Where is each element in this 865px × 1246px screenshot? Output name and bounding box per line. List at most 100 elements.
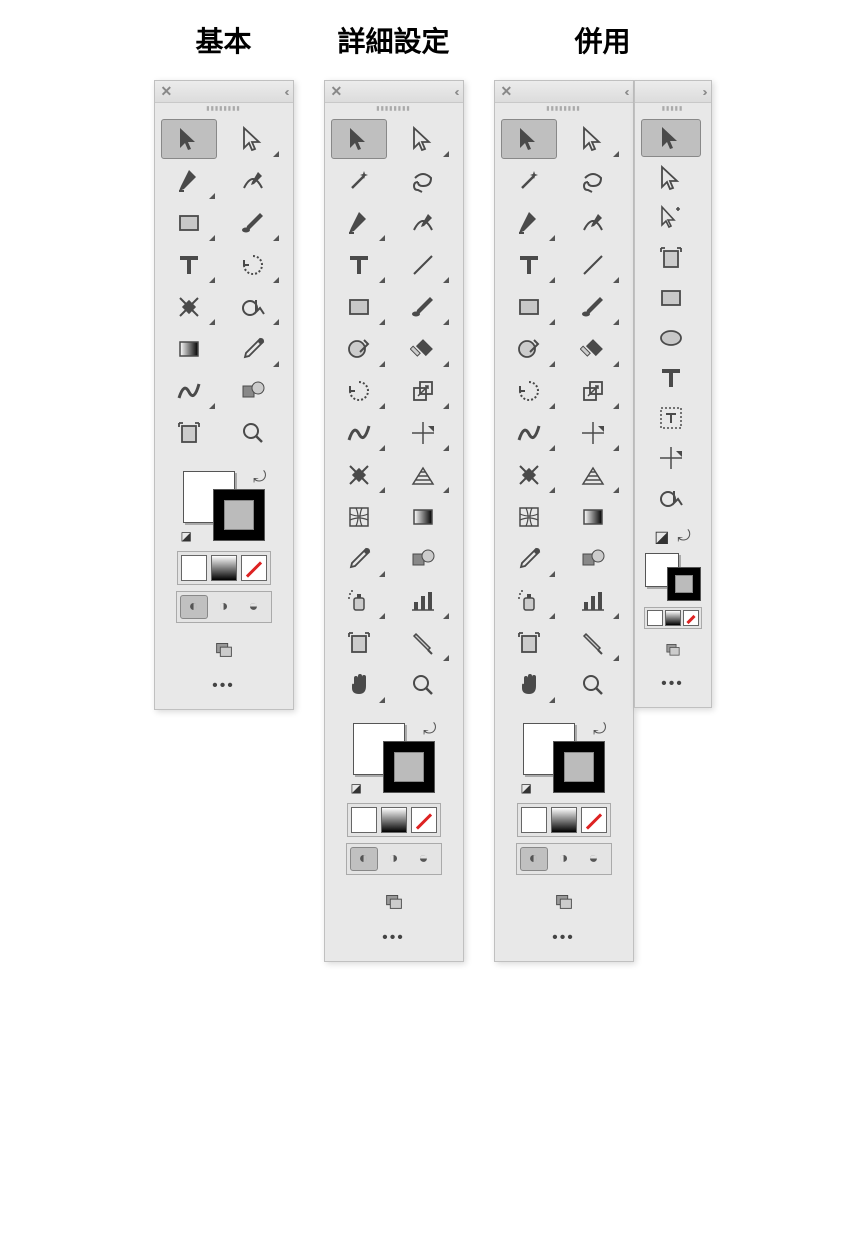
- hand-tool[interactable]: [501, 665, 557, 705]
- draw-behind[interactable]: ◑: [550, 847, 578, 871]
- free-transform-tool[interactable]: [395, 413, 451, 453]
- symbol-sprayer-tool[interactable]: [501, 581, 557, 621]
- fill-stroke-control[interactable]: ⤾ ◪: [519, 719, 609, 797]
- close-icon[interactable]: ✕: [501, 83, 513, 100]
- symbol-sprayer-tool[interactable]: [331, 581, 387, 621]
- color-mode-solid[interactable]: [647, 610, 663, 626]
- screen-mode-button[interactable]: [635, 633, 711, 665]
- fill-stroke-control[interactable]: ⤾ ◪: [349, 719, 439, 797]
- grip-icon[interactable]: ▮▮▮▮▮▮▮▮: [155, 103, 293, 113]
- fill-stroke-control[interactable]: [643, 551, 703, 603]
- close-icon[interactable]: ✕: [161, 83, 173, 100]
- zoom-tool[interactable]: [395, 665, 451, 705]
- line-segment-tool[interactable]: [395, 245, 451, 285]
- close-icon[interactable]: ✕: [331, 83, 343, 100]
- pen-tool[interactable]: [161, 161, 217, 201]
- type-tool[interactable]: [331, 245, 387, 285]
- scale-tool[interactable]: [395, 371, 451, 411]
- artboard-tool[interactable]: [501, 623, 557, 663]
- eraser-tool[interactable]: [565, 329, 621, 369]
- selection-tool[interactable]: [161, 119, 217, 159]
- pen-tool[interactable]: [501, 203, 557, 243]
- draw-inside[interactable]: ◒: [410, 847, 438, 871]
- mesh-tool[interactable]: [501, 497, 557, 537]
- color-mode-gradient[interactable]: [665, 610, 681, 626]
- draw-normal[interactable]: ◐: [350, 847, 378, 871]
- paintbrush-tool[interactable]: [395, 287, 451, 327]
- gradient-tool[interactable]: [395, 497, 451, 537]
- column-graph-tool[interactable]: [395, 581, 451, 621]
- group-selection-tool[interactable]: [641, 199, 701, 237]
- shape-builder-tool[interactable]: [501, 455, 557, 495]
- default-swatch-icon[interactable]: ◪: [351, 781, 365, 795]
- collapse-icon[interactable]: ‹‹: [285, 85, 287, 99]
- lasso-tool[interactable]: [565, 161, 621, 201]
- shaper-tool[interactable]: [331, 329, 387, 369]
- fill-stroke-control[interactable]: ⤾ ◪: [179, 467, 269, 545]
- draw-inside[interactable]: ◒: [240, 595, 268, 619]
- edit-toolbar-icon[interactable]: •••: [635, 665, 711, 707]
- pen-tool[interactable]: [331, 203, 387, 243]
- free-transform-tool[interactable]: [565, 413, 621, 453]
- selection-tool[interactable]: [331, 119, 387, 159]
- column-graph-tool[interactable]: [565, 581, 621, 621]
- perspective-grid-tool[interactable]: [395, 455, 451, 495]
- type-tool[interactable]: [501, 245, 557, 285]
- artboard-tool[interactable]: [161, 413, 217, 453]
- color-mode-none[interactable]: [683, 610, 699, 626]
- color-mode-solid[interactable]: [521, 807, 547, 833]
- direct-selection-tool[interactable]: [395, 119, 451, 159]
- swap-icon[interactable]: ⤾: [593, 721, 606, 739]
- stroke-swatch[interactable]: [383, 741, 435, 793]
- live-paint-tool[interactable]: [225, 287, 281, 327]
- free-transform-tool[interactable]: [641, 439, 701, 477]
- rectangle-tool[interactable]: [161, 203, 217, 243]
- area-type-tool[interactable]: [641, 399, 701, 437]
- hand-tool[interactable]: [331, 665, 387, 705]
- color-mode-none[interactable]: [581, 807, 607, 833]
- color-mode-solid[interactable]: [181, 555, 207, 581]
- collapse-icon[interactable]: ‹‹: [455, 85, 457, 99]
- edit-toolbar-icon[interactable]: •••: [155, 667, 293, 709]
- perspective-grid-tool[interactable]: [565, 455, 621, 495]
- curvature-pen-tool[interactable]: [225, 161, 281, 201]
- color-mode-solid[interactable]: [351, 807, 377, 833]
- gradient-tool[interactable]: [565, 497, 621, 537]
- default-swatch-icon[interactable]: ◪: [521, 781, 535, 795]
- zoom-tool[interactable]: [565, 665, 621, 705]
- paintbrush-tool[interactable]: [225, 203, 281, 243]
- edit-toolbar-icon[interactable]: •••: [325, 919, 463, 961]
- eraser-tool[interactable]: [395, 329, 451, 369]
- slice-tool[interactable]: [395, 623, 451, 663]
- magic-wand-tool[interactable]: [501, 161, 557, 201]
- color-mode-none[interactable]: [241, 555, 267, 581]
- swap-icon[interactable]: ⤾: [253, 469, 266, 487]
- magic-wand-tool[interactable]: [331, 161, 387, 201]
- type-tool[interactable]: [641, 359, 701, 397]
- curvature-pen-tool[interactable]: [565, 203, 621, 243]
- curvature-pen-tool[interactable]: [395, 203, 451, 243]
- scale-tool[interactable]: [565, 371, 621, 411]
- color-mode-gradient[interactable]: [381, 807, 407, 833]
- default-swatch-icon[interactable]: ◪: [181, 529, 195, 543]
- paintbrush-tool[interactable]: [565, 287, 621, 327]
- gradient-tool[interactable]: [161, 329, 217, 369]
- shaper-tool[interactable]: [501, 329, 557, 369]
- width-tool[interactable]: [501, 413, 557, 453]
- ellipse-tool[interactable]: [641, 319, 701, 357]
- lasso-tool[interactable]: [395, 161, 451, 201]
- shape-builder-tool[interactable]: [331, 455, 387, 495]
- blend-tool[interactable]: [395, 539, 451, 579]
- stroke-swatch[interactable]: [553, 741, 605, 793]
- grip-icon[interactable]: ▮▮▮▮▮▮▮▮: [325, 103, 463, 113]
- screen-mode-button[interactable]: [495, 883, 633, 919]
- slice-tool[interactable]: [565, 623, 621, 663]
- stroke-swatch[interactable]: [213, 489, 265, 541]
- shape-builder-tool[interactable]: [161, 287, 217, 327]
- selection-tool[interactable]: [501, 119, 557, 159]
- color-mode-gradient[interactable]: [551, 807, 577, 833]
- selection-tool[interactable]: [641, 119, 701, 157]
- blend-tool[interactable]: [225, 371, 281, 411]
- grip-icon[interactable]: ▮▮▮▮▮: [635, 103, 711, 113]
- eyedropper-tool[interactable]: [331, 539, 387, 579]
